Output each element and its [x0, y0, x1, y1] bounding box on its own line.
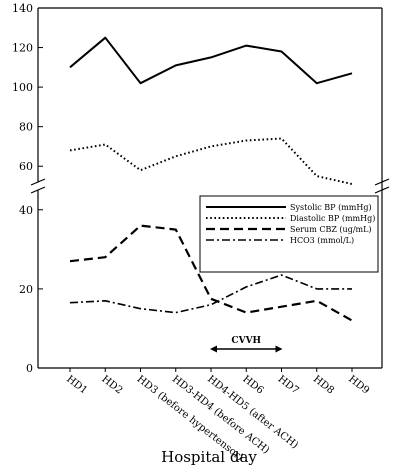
x-tick-label: HD2 — [99, 374, 124, 397]
x-axis-label: Hospital day — [161, 448, 257, 466]
x-tick-label: HD8 — [311, 374, 336, 397]
y-tick-label: 0 — [26, 362, 33, 375]
y-tick-label: 60 — [19, 160, 33, 173]
y-tick-label: 20 — [19, 283, 33, 296]
y-axis-ticks: 60 80 100 120 140 0 20 40 — [12, 2, 43, 375]
y-tick-label: 80 — [19, 121, 33, 134]
legend-label: Serum CBZ (ug/mL) — [290, 225, 372, 234]
legend: Systolic BP (mmHg) Diastolic BP (mmHg) Ser… — [199, 195, 379, 273]
axis-break-mark — [30, 186, 46, 194]
axis-break-mark — [374, 178, 390, 186]
x-tick-label: HD9 — [346, 374, 371, 397]
legend-label: Diastolic BP (mmHg) — [290, 214, 375, 223]
y-tick-label: 100 — [12, 81, 33, 94]
series-line-3 — [69, 274, 352, 314]
y-tick-label: 140 — [12, 2, 33, 15]
series-line-0 — [69, 36, 353, 85]
axis-break-mark — [374, 186, 390, 194]
annotation-arrowhead — [210, 345, 217, 353]
axis-break-mark — [30, 178, 46, 186]
y-tick-label: 120 — [12, 42, 33, 55]
series-line-1 — [69, 137, 353, 185]
x-tick-label: HD6 — [240, 374, 265, 397]
annotation-cvvh: CVVH — [210, 336, 283, 353]
legend-label: HCO3 (mmol/L) — [290, 236, 354, 245]
annotation-arrowhead — [275, 345, 283, 353]
x-tick-label: HD1 — [64, 374, 89, 397]
x-tick-label: HD7 — [276, 374, 301, 397]
plot-frame — [30, 7, 390, 369]
legend-box — [199, 195, 379, 273]
annotation-label: CVVH — [231, 336, 261, 346]
series-lines — [69, 36, 353, 322]
legend-label: Systolic BP (mmHg) — [290, 203, 372, 212]
y-tick-label: 40 — [19, 204, 33, 217]
